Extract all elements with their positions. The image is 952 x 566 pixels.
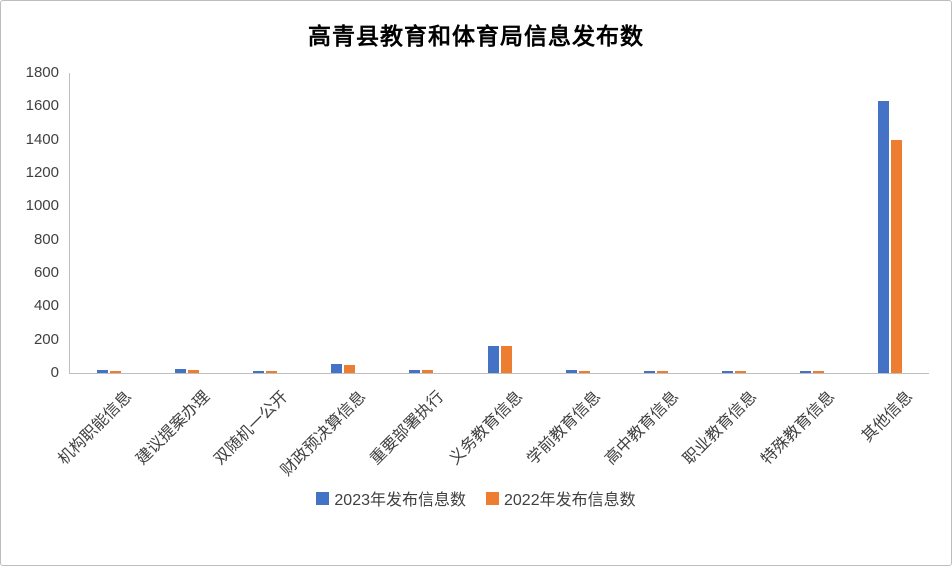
x-axis-label: 其他信息 — [858, 388, 917, 446]
x-axis-labels: 机构职能信息 建议提案办理 双随机一公开 财政预决算信息 重要部署执行 义务教育信息 学前教… — [55, 374, 929, 486]
bar-group — [539, 73, 617, 373]
bar-group — [851, 73, 929, 373]
y-tick-label: 1800 — [25, 64, 59, 81]
x-axis-label-cell: 学前教育信息 — [524, 374, 617, 486]
bar-2022年发布信息数-职业教育信息 — [734, 371, 746, 373]
legend-swatch-icon — [486, 491, 499, 505]
y-axis: 0 200 400 600 800 1000 1200 1400 1600 1800 — [11, 64, 69, 381]
x-axis-label-cell: 重要部署执行 — [368, 374, 460, 486]
y-tick-label: 200 — [33, 330, 59, 348]
bar-2023年发布信息数-财政预决算信息 — [331, 363, 343, 373]
x-axis-label-cell: 义务教育信息 — [446, 374, 538, 486]
bar-group — [226, 73, 304, 373]
bar-2023年发布信息数-其他信息 — [877, 101, 889, 373]
bar-2023年发布信息数-义务教育信息 — [487, 346, 499, 373]
bar-group — [617, 73, 695, 373]
x-axis-label-cell: 机构职能信息 — [55, 374, 148, 486]
bar-2023年发布信息数-双随机一公开 — [253, 371, 265, 373]
x-axis-label-cell: 建议提案办理 — [133, 374, 226, 486]
x-axis-label-cell: 职业教育信息 — [680, 374, 773, 486]
y-tick-label: 1400 — [25, 130, 59, 148]
x-axis-label-cell: 财政预决算信息 — [278, 374, 382, 486]
legend-item: 2022年发布信息数 — [486, 486, 636, 510]
bar-group — [460, 73, 538, 373]
bar-group — [304, 73, 382, 373]
x-axis-label-cell: 特殊教育信息 — [758, 374, 851, 486]
bar-2023年发布信息数-高中教育信息 — [643, 371, 655, 373]
bar-2022年发布信息数-特殊教育信息 — [812, 371, 824, 373]
bar-2022年发布信息数-建议提案办理 — [188, 369, 200, 373]
bar-2022年发布信息数-义务教育信息 — [500, 346, 512, 373]
bar-2023年发布信息数-职业教育信息 — [721, 371, 733, 373]
bar-2023年发布信息数-学前教育信息 — [565, 369, 577, 373]
y-tick-label: 0 — [50, 364, 59, 381]
bar-2022年发布信息数-财政预决算信息 — [344, 364, 356, 373]
bar-group — [695, 73, 773, 373]
y-tick-label: 1600 — [25, 97, 59, 115]
bar-group — [773, 73, 851, 373]
x-axis-label: 机构职能信息 — [55, 388, 136, 469]
bar-2023年发布信息数-建议提案办理 — [175, 369, 187, 373]
bar-2022年发布信息数-其他信息 — [890, 139, 902, 373]
legend-swatch-icon — [316, 491, 330, 505]
bar-2022年发布信息数-重要部署执行 — [422, 369, 434, 373]
bar-2022年发布信息数-高中教育信息 — [656, 371, 668, 373]
chart-body: 0 200 400 600 800 1000 1200 1400 1600 1800 — [1, 64, 951, 381]
y-tick-label: 1000 — [25, 197, 59, 215]
y-tick-label: 600 — [33, 264, 59, 281]
bar-2022年发布信息数-学前教育信息 — [578, 371, 590, 373]
y-tick-label: 1200 — [25, 164, 59, 181]
bar-2023年发布信息数-重要部署执行 — [409, 369, 421, 373]
legend-label: 2022年发布信息数 — [504, 492, 636, 509]
bar-2023年发布信息数-特殊教育信息 — [799, 371, 811, 373]
legend-label: 2023年发布信息数 — [334, 492, 466, 509]
legend-item: 2023年发布信息数 — [316, 486, 466, 510]
chart-title: 高青县教育和体育局信息发布数 — [308, 23, 644, 49]
legend: 2023年发布信息数 2022年发布信息数 — [1, 486, 951, 510]
x-axis-label-cell: 高中教育信息 — [602, 374, 695, 486]
bar-group — [70, 73, 148, 373]
bar-group — [148, 73, 226, 373]
bar-2022年发布信息数-双随机一公开 — [266, 371, 278, 373]
bar-2023年发布信息数-机构职能信息 — [97, 369, 109, 373]
x-axis-label-cell: 其他信息 — [851, 374, 929, 486]
bar-group — [382, 73, 460, 373]
y-tick-label: 800 — [33, 230, 59, 248]
plot-area — [69, 73, 929, 374]
y-tick-label: 400 — [33, 297, 59, 315]
bar-2022年发布信息数-机构职能信息 — [110, 371, 122, 373]
